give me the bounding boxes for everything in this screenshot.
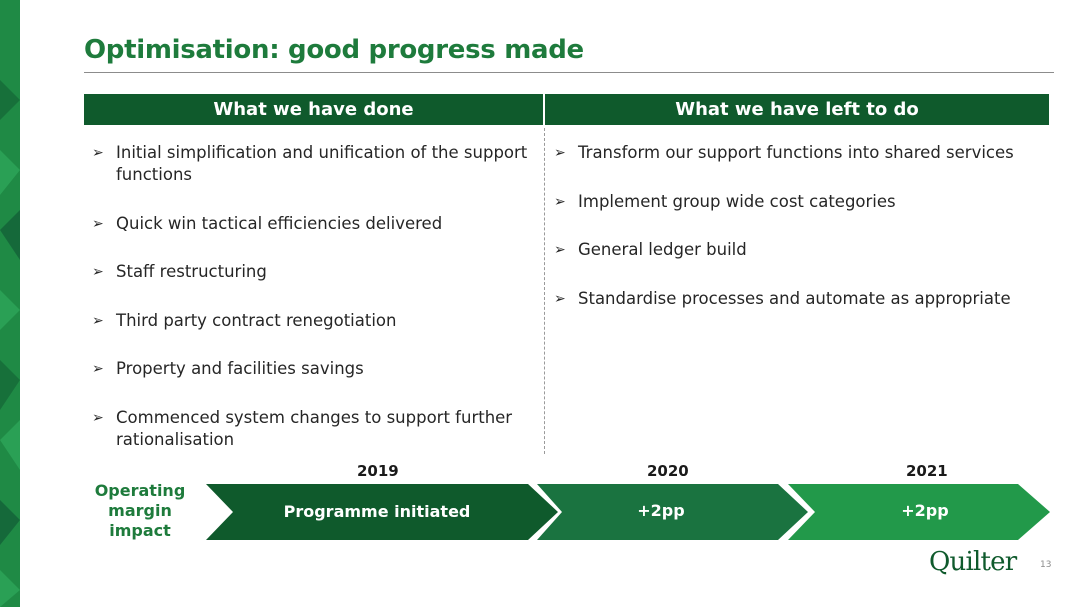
done-item: ➢ Quick win tactical efficiencies deliver… xyxy=(92,213,532,235)
arrow-bullet-icon: ➢ xyxy=(554,191,566,213)
timeline-label: Operating margin impact xyxy=(82,481,198,541)
timeline-step-2020 xyxy=(537,484,808,540)
done-item: ➢ Staff restructuring xyxy=(92,261,532,283)
done-item-text: Property and facilities savings xyxy=(116,359,364,378)
timeline-step-2020-label: +2pp xyxy=(637,501,684,520)
todo-item-text: General ledger build xyxy=(578,240,747,259)
done-item: ➢ Initial simplification and unification … xyxy=(92,142,532,186)
done-column-header: What we have done xyxy=(84,94,543,125)
todo-item: ➢ Implement group wide cost categories xyxy=(554,191,1049,213)
arrow-bullet-icon: ➢ xyxy=(92,407,104,429)
decorative-side-strip xyxy=(0,0,20,607)
todo-item-text: Standardise processes and automate as ap… xyxy=(578,289,1011,308)
done-item: ➢ Third party contract renegotiation xyxy=(92,310,532,332)
todo-item-text: Implement group wide cost categories xyxy=(578,192,896,211)
timeline-year-2021: 2021 xyxy=(906,462,948,480)
todo-item: ➢ General ledger build xyxy=(554,239,1049,261)
todo-column-header: What we have left to do xyxy=(545,94,1049,125)
done-list: ➢ Initial simplification and unification … xyxy=(92,142,532,477)
arrow-bullet-icon: ➢ xyxy=(92,213,104,235)
done-item-text: Commenced system changes to support furt… xyxy=(116,408,512,449)
todo-list: ➢ Transform our support functions into sh… xyxy=(554,142,1049,336)
todo-item: ➢ Transform our support functions into sh… xyxy=(554,142,1049,164)
done-item: ➢ Property and facilities savings xyxy=(92,358,532,380)
arrow-bullet-icon: ➢ xyxy=(92,261,104,283)
done-item: ➢ Commenced system changes to support fur… xyxy=(92,407,532,451)
timeline-step-2021 xyxy=(788,484,1050,540)
timeline-step-2021-label: +2pp xyxy=(901,501,948,520)
arrow-bullet-icon: ➢ xyxy=(554,239,566,261)
timeline-step-2019-label: Programme initiated xyxy=(284,502,471,521)
arrow-bullet-icon: ➢ xyxy=(554,288,566,310)
timeline-year-2020: 2020 xyxy=(647,462,689,480)
timeline-step-2019 xyxy=(206,484,558,540)
arrow-bullet-icon: ➢ xyxy=(554,142,566,164)
todo-item-text: Transform our support functions into sha… xyxy=(578,143,1014,162)
done-item-text: Third party contract renegotiation xyxy=(116,311,396,330)
todo-item: ➢ Standardise processes and automate as a… xyxy=(554,288,1049,310)
column-divider xyxy=(544,128,545,454)
quilter-logo: Quilter xyxy=(929,547,1016,577)
done-item-text: Quick win tactical efficiencies delivere… xyxy=(116,214,442,233)
page-number: 13 xyxy=(1040,560,1051,570)
arrow-bullet-icon: ➢ xyxy=(92,310,104,332)
timeline-year-2019: 2019 xyxy=(357,462,399,480)
arrow-bullet-icon: ➢ xyxy=(92,142,104,164)
arrow-bullet-icon: ➢ xyxy=(92,358,104,380)
done-item-text: Initial simplification and unification o… xyxy=(116,143,527,184)
page-title: Optimisation: good progress made xyxy=(84,35,584,65)
title-underline xyxy=(84,72,1054,73)
done-item-text: Staff restructuring xyxy=(116,262,267,281)
